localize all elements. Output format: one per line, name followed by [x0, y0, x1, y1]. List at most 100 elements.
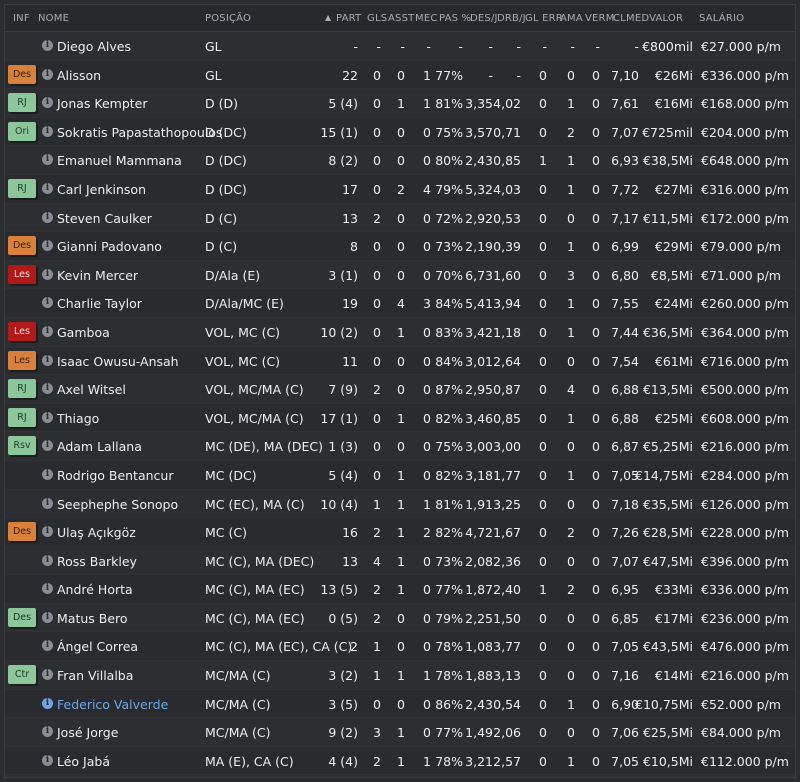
- cell-name[interactable]: Jonas Kempter: [57, 96, 148, 112]
- cell-name[interactable]: André Horta: [57, 582, 133, 598]
- table-row[interactable]: Rsv i Adam Lallana MC (DE), MA (DEC) 1 (3) 0 0…: [5, 432, 795, 461]
- status-badge[interactable]: Des: [8, 64, 36, 84]
- cell-name[interactable]: Kevin Mercer: [57, 267, 139, 283]
- col-glerr[interactable]: GL ERR: [525, 13, 563, 24]
- info-icon[interactable]: i: [42, 497, 53, 509]
- cell-name[interactable]: José Jorge: [57, 725, 119, 741]
- col-medvalor[interactable]: MEDVALOR: [626, 13, 684, 24]
- status-badge[interactable]: Les: [8, 350, 36, 370]
- table-row[interactable]: i Ross Barkley MC (C), MA (DEC) 13 4 1 0 73% 2,0…: [5, 546, 795, 576]
- info-icon[interactable]: i: [42, 611, 53, 623]
- cell-name[interactable]: Carl Jenkinson: [57, 181, 146, 197]
- table-row[interactable]: Les i Kevin Mercer D/Ala (E) 3 (1) 0 0 0 70% 6,73…: [5, 260, 795, 290]
- status-badge[interactable]: Des: [8, 236, 36, 256]
- cell-name[interactable]: Emanuel Mammana: [57, 153, 182, 169]
- cell-name[interactable]: Matus Bero: [57, 610, 128, 626]
- col-posicao[interactable]: POSIÇÃO: [205, 13, 252, 24]
- status-badge[interactable]: Les: [8, 264, 36, 284]
- cell-name[interactable]: Gamboa: [57, 324, 110, 340]
- info-icon[interactable]: i: [42, 468, 53, 480]
- cell-name[interactable]: Gianni Padovano: [57, 239, 162, 255]
- info-icon[interactable]: i: [42, 240, 53, 252]
- table-row[interactable]: i Federico Valverde MC/MA (C) 3 (5) 0 0 0 86% 2,…: [5, 689, 795, 719]
- table-row[interactable]: RJ i Thiago VOL, MC/MA (C) 17 (1) 0 1 0 82% 3,46 0…: [5, 403, 795, 433]
- info-icon[interactable]: i: [42, 697, 53, 709]
- col-part[interactable]: PART: [336, 13, 362, 24]
- info-icon[interactable]: i: [42, 211, 53, 223]
- cell-name[interactable]: Isaac Owusu-Ansah: [57, 353, 179, 369]
- cell-name[interactable]: Rodrigo Bentancur: [57, 467, 174, 483]
- cell-name[interactable]: Fran Villalba: [57, 668, 134, 684]
- cell-name[interactable]: Sokratis Papastathopoulos: [57, 124, 223, 140]
- col-inf[interactable]: INF: [13, 13, 30, 24]
- info-icon[interactable]: i: [42, 526, 53, 538]
- cell-name[interactable]: Ulaş Açıkgöz: [57, 525, 136, 541]
- table-row[interactable]: i Diego Alves GL - - - - - - - - - - - €800mil €27.000 …: [5, 32, 795, 61]
- status-badge[interactable]: Les: [8, 321, 36, 341]
- status-badge[interactable]: Des: [8, 522, 36, 542]
- info-icon[interactable]: i: [42, 554, 53, 566]
- table-row[interactable]: Ctr i Fran Villalba MC/MA (C) 3 (2) 1 1 1 78% 1,8…: [5, 661, 795, 690]
- cell-name[interactable]: Alisson: [57, 67, 102, 83]
- cell-name[interactable]: Léo Jabá: [57, 753, 110, 769]
- col-salario[interactable]: SALÁRIO: [699, 13, 745, 24]
- table-row[interactable]: Ori i Sokratis Papastathopoulos D (DC) 15 (1…: [5, 117, 795, 147]
- col-gls[interactable]: GLS: [367, 13, 388, 24]
- info-icon[interactable]: i: [42, 182, 53, 194]
- table-row[interactable]: Les i Isaac Owusu-Ansah VOL, MC (C) 11 0 0 0 84%…: [5, 346, 795, 376]
- col-cl[interactable]: CL: [613, 13, 626, 24]
- table-row[interactable]: RJ i Carl Jenkinson D (DC) 17 0 2 4 79% 5,32 4,03 0…: [5, 174, 795, 204]
- col-mec[interactable]: MEC: [415, 13, 438, 24]
- status-badge[interactable]: Rsv: [8, 436, 36, 456]
- table-row[interactable]: Des i Matus Bero MC (C), MA (EC) 0 (5) 2 0 0 79%…: [5, 603, 795, 633]
- table-row[interactable]: i Charlie Taylor D/Ala/MC (E) 19 0 4 3 84% 5,41 3…: [5, 289, 795, 318]
- cell-name[interactable]: Ross Barkley: [57, 553, 137, 569]
- status-badge[interactable]: RJ: [8, 379, 36, 399]
- col-drbj[interactable]: DRB/J: [497, 13, 526, 24]
- info-icon[interactable]: i: [42, 726, 53, 738]
- table-row[interactable]: Des i Ulaş Açıkgöz MC (C) 16 2 1 2 82% 4,72 1,67 0 2…: [5, 518, 795, 547]
- cell-name[interactable]: Ángel Correa: [57, 639, 139, 655]
- info-icon[interactable]: i: [42, 268, 53, 280]
- table-row[interactable]: i Emanuel Mammana D (DC) 8 (2) 0 0 0 80% 2,43 0,8…: [5, 146, 795, 175]
- cell-name[interactable]: Thiago: [57, 410, 100, 426]
- cell-name[interactable]: Seephephe Sonopo: [57, 496, 179, 512]
- table-row[interactable]: i Léo Jabá MA (E), CA (C) 4 (4) 2 1 1 78% 3,21 2,…: [5, 746, 795, 776]
- table-row[interactable]: Des i Gianni Padovano D (C) 8 0 0 0 73% 2,19 0,39 0…: [5, 232, 795, 261]
- table-row[interactable]: i André Horta MC (C), MA (EC) 13 (5) 2 1 0 77% 1…: [5, 575, 795, 604]
- info-icon[interactable]: i: [42, 669, 53, 681]
- info-icon[interactable]: i: [42, 125, 53, 137]
- col-desj[interactable]: DES/J: [470, 13, 498, 24]
- cell-name[interactable]: Adam Lallana: [57, 439, 142, 455]
- info-icon[interactable]: i: [42, 583, 53, 595]
- info-icon[interactable]: i: [42, 383, 53, 395]
- table-row[interactable]: RJ i Jonas Kempter D (D) 5 (4) 0 1 1 81% 3,35 4,02…: [5, 89, 795, 118]
- info-icon[interactable]: i: [42, 325, 53, 337]
- info-icon[interactable]: i: [42, 440, 53, 452]
- table-row[interactable]: RJ i Axel Witsel VOL, MC/MA (C) 7 (9) 2 0 0 87% 2…: [5, 375, 795, 404]
- info-icon[interactable]: i: [42, 640, 53, 652]
- info-icon[interactable]: i: [42, 154, 53, 166]
- col-verm[interactable]: VERM: [585, 13, 615, 24]
- cell-name[interactable]: Federico Valverde: [57, 696, 169, 712]
- cell-name[interactable]: Diego Alves: [57, 39, 131, 54]
- cell-name[interactable]: Steven Caulker: [57, 210, 152, 226]
- table-row[interactable]: Des i Alisson GL 22 0 0 1 77% - -0 0 0 7,10 €26Mi €336.…: [5, 60, 795, 90]
- info-icon[interactable]: i: [42, 97, 53, 109]
- info-icon[interactable]: i: [42, 754, 53, 766]
- info-icon[interactable]: i: [42, 354, 53, 366]
- table-row[interactable]: i Seephephe Sonopo MC (EC), MA (C) 10 (4) 1 1…: [5, 489, 795, 519]
- status-badge[interactable]: Ctr: [8, 665, 36, 685]
- info-icon[interactable]: i: [42, 68, 53, 80]
- cell-name[interactable]: Axel Witsel: [57, 382, 126, 398]
- table-row[interactable]: iJohn DowellCA (C)2 (6)00076%0,953,80000…: [5, 775, 795, 777]
- col-pas[interactable]: PAS %: [439, 13, 472, 24]
- table-row[interactable]: i Ángel Correa MC (C), MA (EC), CA (C) 2 1 0 0…: [5, 632, 795, 662]
- info-icon[interactable]: i: [42, 411, 53, 423]
- table-row[interactable]: Les i Gamboa VOL, MC (C) 10 (2) 0 1 0 83% 3,42 1,1…: [5, 317, 795, 347]
- info-icon[interactable]: i: [42, 297, 53, 309]
- status-badge[interactable]: RJ: [8, 407, 36, 427]
- status-badge[interactable]: RJ: [8, 178, 36, 198]
- status-badge[interactable]: RJ: [8, 93, 36, 113]
- col-ama[interactable]: AMA: [560, 13, 583, 24]
